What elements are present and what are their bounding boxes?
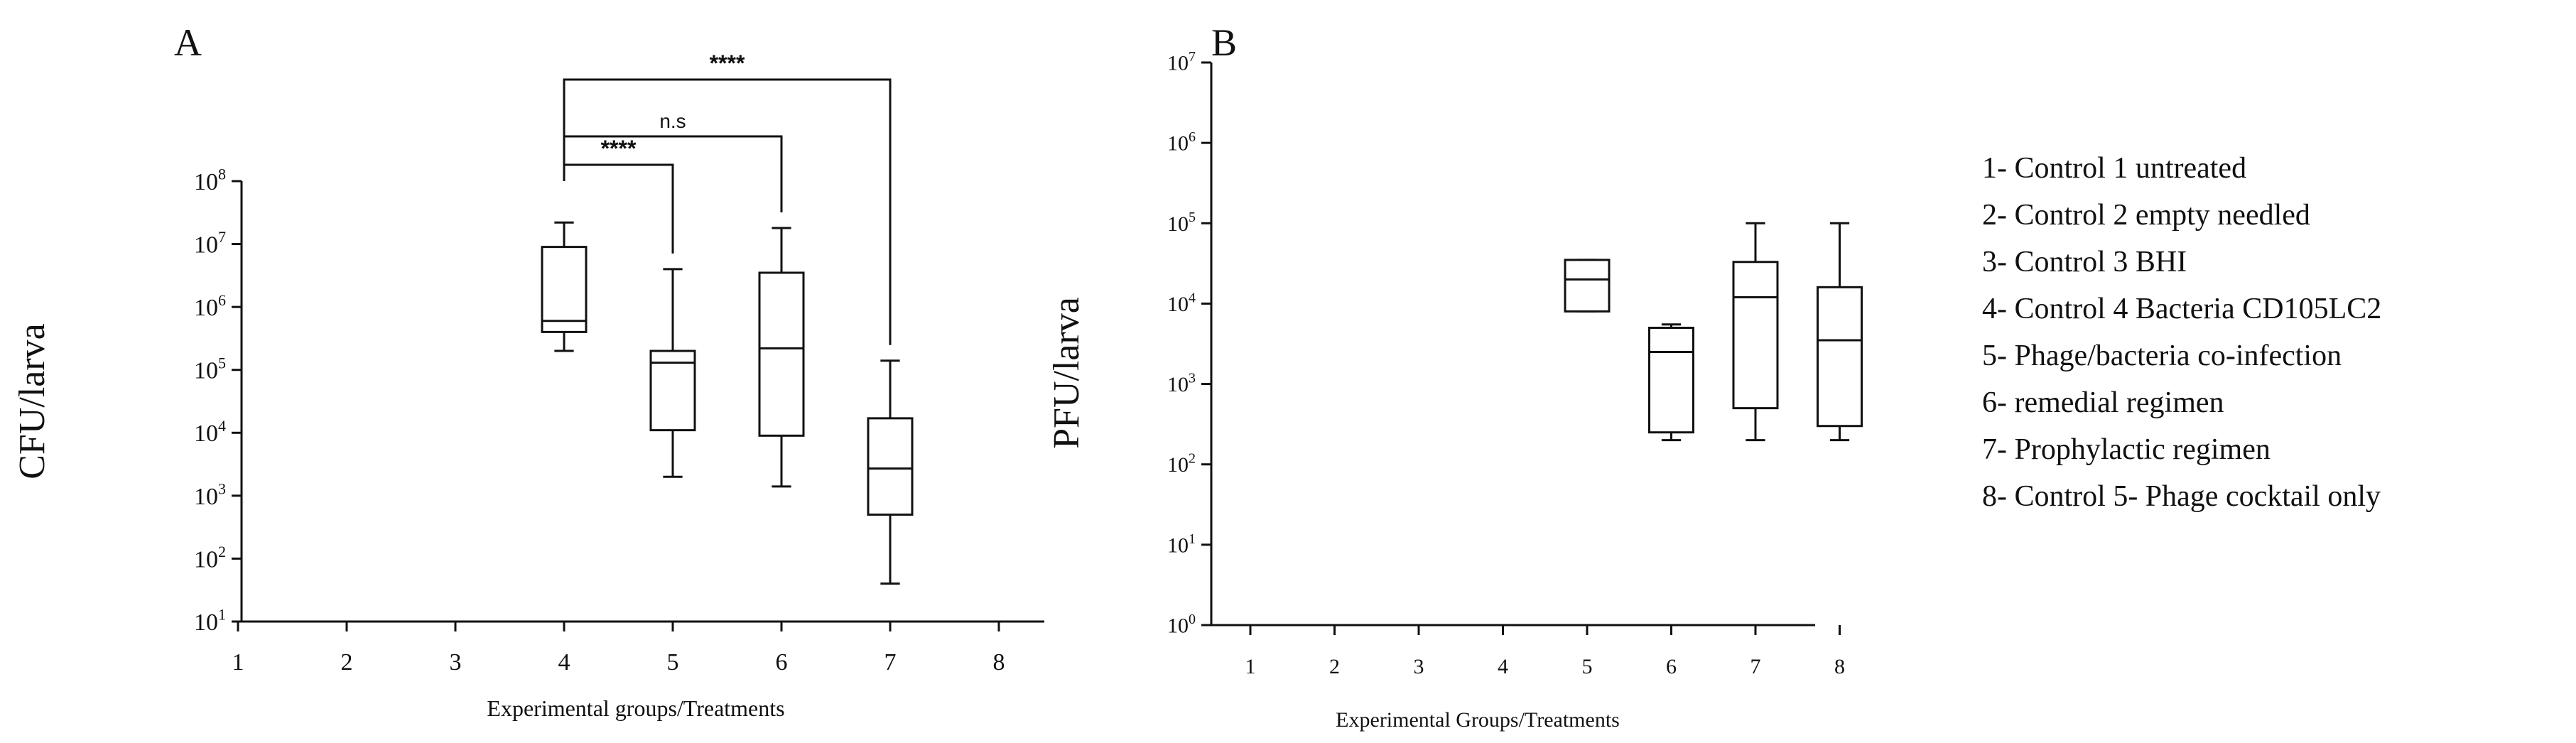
panel-b-box-group-5 (1564, 259, 1611, 313)
iqr-box (649, 349, 696, 432)
panel-b-x-label: Experimental Groups/Treatments (1336, 708, 1620, 732)
panel-b-y-ticks: 100 101 102 103 104 105 106 107 (1167, 49, 1211, 638)
legend-item: 4- Control 4 Bacteria CD105LC2 (1982, 293, 2381, 325)
iqr-box (541, 246, 588, 333)
panel-a-x-tick-label: 5 (667, 649, 679, 676)
bracket-line (563, 78, 892, 345)
panel-a-significance: **** n.s **** (563, 50, 892, 345)
panel-a-x-tick-label: 2 (341, 649, 353, 676)
panel-b-y-tick-label: 104 (1167, 290, 1196, 316)
significance-bracket-4-7: **** (563, 50, 892, 345)
panel-b-x-tick-label: 4 (1498, 655, 1508, 678)
significance-label: **** (601, 136, 637, 161)
panel-b-y-tick-label: 107 (1167, 49, 1196, 75)
panel-a-y-label: CFU/larva (12, 323, 53, 479)
bracket-line (563, 163, 674, 254)
panel-a-y-tick-label: 103 (194, 479, 226, 509)
legend-item: 6- remedial regimen (1982, 386, 2224, 419)
panel-a-x-tick-label: 1 (232, 649, 244, 676)
legend-item: 8- Control 5- Phage cocktail only (1982, 480, 2381, 513)
panel-b-y-tick-label: 101 (1167, 531, 1196, 558)
significance-bracket-4-6: n.s (563, 110, 783, 212)
panel-b-x-tick-label: 3 (1414, 655, 1424, 678)
panel-a-x-tick-label: 7 (884, 649, 897, 676)
panel-b-x-tick-label: 7 (1750, 655, 1761, 678)
legend-item: 3- Control 3 BHI (1982, 246, 2187, 278)
iqr-box (1564, 259, 1611, 313)
panel-a-y-tick-label: 105 (194, 354, 226, 384)
significance-label: **** (710, 50, 745, 76)
panel-b-x-tick-label: 5 (1582, 655, 1593, 678)
panel-b-y-tick-label: 106 (1167, 129, 1196, 156)
panel-a-label: A (174, 21, 202, 64)
panel-a-y-tick-label: 106 (194, 291, 226, 321)
iqr-box (1817, 286, 1863, 428)
iqr-box (1732, 261, 1779, 410)
panel-b-y-label: PFU/larva (1046, 297, 1087, 449)
panel-a-boxes (541, 221, 914, 585)
panel-b-y-tick-label: 103 (1167, 370, 1196, 396)
panel-a-x-ticks: 1 2 3 4 5 6 7 8 (232, 622, 1005, 676)
panel-b-y-tick-label: 105 (1167, 210, 1196, 236)
panel-b-x-tick-label: 1 (1245, 655, 1256, 678)
panel-a-box-group-5 (649, 268, 696, 478)
panel-b-box-group-7 (1732, 222, 1779, 442)
panel-a-y-tick-label: 108 (194, 166, 226, 195)
panel-a-x-tick-label: 4 (558, 649, 570, 676)
legend-item: 1- Control 1 untreated (1982, 152, 2246, 185)
panel-a-y-tick-label: 102 (194, 543, 226, 573)
panel-b-x-tick-label: 2 (1329, 655, 1340, 678)
panel-b-y-tick-label: 102 (1167, 451, 1196, 477)
panel-a-box-group-4 (541, 221, 588, 352)
panel-a: A 101 102 103 104 105 106 107 108 1 2 3 4 5 6 7 8 ****… (12, 21, 1044, 721)
iqr-box (867, 417, 914, 516)
panel-a-x-tick-label: 8 (993, 649, 1005, 676)
legend-item: 5- Phage/bacteria co-infection (1982, 340, 2342, 372)
panel-b-y-tick-label: 100 (1167, 612, 1196, 638)
legend-item: 2- Control 2 empty needled (1982, 199, 2310, 232)
iqr-box (1648, 326, 1694, 434)
panel-a-y-ticks: 101 102 103 104 105 106 107 108 (194, 166, 242, 636)
panel-a-x-tick-label: 3 (450, 649, 462, 676)
panel-b-x-tick-label: 6 (1666, 655, 1677, 678)
panel-b-boxes (1564, 222, 1863, 442)
legend: 1- Control 1 untreated 2- Control 2 empty… (1982, 152, 2381, 513)
iqr-box (758, 271, 805, 437)
panel-a-x-tick-label: 6 (776, 649, 788, 676)
significance-label: n.s (659, 110, 686, 132)
panel-b-x-ticks: 1 2 3 4 5 6 7 8 (1245, 625, 1845, 678)
panel-b-x-tick-label: 8 (1834, 655, 1845, 678)
panel-b-box-group-8 (1817, 222, 1863, 442)
panel-b: B 100 101 102 103 104 105 106 107 1 2 3 4 5 6 7 8 Expe… (1046, 21, 1863, 732)
panel-a-box-group-6 (758, 227, 805, 488)
significance-bracket-4-5: **** (563, 136, 674, 254)
panel-b-box-group-6 (1648, 323, 1694, 442)
panel-a-y-tick-label: 104 (194, 417, 226, 447)
panel-a-x-label: Experimental groups/Treatments (487, 695, 784, 721)
panel-a-box-group-7 (867, 359, 914, 585)
legend-item: 7- Prophylactic regimen (1982, 433, 2271, 466)
panel-a-y-tick-label: 107 (194, 228, 226, 258)
panel-b-label: B (1211, 21, 1237, 64)
panel-a-y-tick-label: 101 (194, 606, 226, 636)
